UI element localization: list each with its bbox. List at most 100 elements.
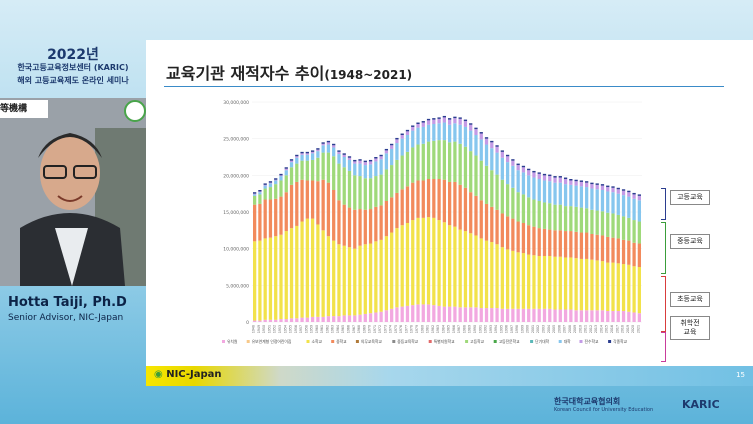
- bar-segment: [253, 204, 257, 242]
- bar-segment: [532, 170, 536, 173]
- nic-japan-logo: ◉ NIC-Japan: [154, 369, 222, 380]
- bar-segment: [553, 256, 557, 310]
- bar-segment: [532, 172, 536, 178]
- bar-segment: [600, 185, 605, 190]
- bar-segment: [458, 118, 462, 125]
- bar-segment: [295, 225, 299, 319]
- bar-segment: [432, 124, 436, 141]
- bar-segment: [637, 267, 641, 314]
- bar-segment: [516, 252, 520, 309]
- bar-segment: [268, 319, 273, 322]
- bar-segment: [347, 170, 352, 208]
- bar-segment: [542, 175, 547, 181]
- bar-segment: [505, 216, 510, 250]
- bar-segment: [363, 165, 367, 179]
- bar-segment: [363, 313, 367, 322]
- bar-segment: [342, 167, 346, 205]
- legend-swatch: [246, 340, 250, 343]
- bar-segment: [521, 223, 526, 254]
- bar-segment: [563, 257, 568, 310]
- bar-segment: [505, 249, 510, 309]
- bar-segment: [337, 244, 341, 317]
- bar-segment: [548, 203, 552, 230]
- bar-segment: [569, 309, 573, 322]
- bar-segment: [490, 170, 494, 207]
- bar-segment: [632, 266, 636, 313]
- bar-segment: [616, 189, 620, 194]
- bar-segment: [368, 164, 373, 179]
- bar-segment: [358, 176, 362, 210]
- bar-segment: [279, 196, 283, 235]
- bar-segment: [548, 174, 552, 177]
- bar-segment: [379, 156, 383, 160]
- bar-segment: [637, 200, 641, 222]
- bar-segment: [595, 260, 599, 311]
- bar-segment: [284, 231, 288, 320]
- bar-segment: [500, 179, 504, 214]
- bar-segment: [627, 311, 631, 322]
- slide-title-years: (1948~2021): [324, 68, 413, 82]
- bar-segment: [326, 236, 331, 317]
- legend-swatch: [392, 340, 396, 343]
- bar-segment: [537, 228, 541, 256]
- bar-segment: [305, 154, 309, 161]
- bar-segment: [437, 305, 441, 322]
- speaker-panel: 2022년 한국고등교육정보센터 (KARIC) 해외 고등교육제도 온라인 세…: [0, 0, 146, 424]
- bar-segment: [395, 143, 399, 160]
- bar-segment: [263, 199, 267, 239]
- bar-segment: [595, 310, 599, 322]
- y-tick-label: 10,000,000: [223, 247, 249, 253]
- bar-segment: [521, 165, 526, 168]
- x-tick-label: 2018: [621, 325, 625, 333]
- bar-segment: [458, 124, 462, 144]
- bar-segment: [284, 319, 288, 322]
- bar-segment: [379, 311, 383, 322]
- bar-segment: [606, 191, 610, 213]
- bar-segment: [363, 209, 367, 245]
- legend-entry: 고등전문학교: [499, 339, 520, 344]
- bar-segment: [521, 308, 526, 322]
- bar-segment: [479, 200, 483, 239]
- bar-segment: [484, 203, 489, 241]
- bar-segment: [305, 218, 309, 318]
- bar-segment: [416, 122, 420, 124]
- bar-segment: [553, 230, 557, 257]
- legend-swatch: [222, 340, 225, 343]
- bar-segment: [279, 319, 283, 322]
- bar-segment: [442, 306, 446, 322]
- bar-segment: [627, 264, 631, 312]
- bar-segment: [611, 311, 615, 322]
- x-tick-label: 1996: [505, 325, 509, 333]
- legend-entry: 고등학교: [470, 339, 484, 344]
- x-tick-label: 1953: [278, 325, 282, 333]
- bar-segment: [442, 179, 446, 223]
- bar-segment: [469, 130, 473, 152]
- bar-segment: [390, 148, 394, 166]
- bar-segment: [500, 308, 504, 322]
- bar-segment: [505, 184, 510, 217]
- page-number: 15: [736, 371, 745, 379]
- bar-segment: [590, 182, 594, 185]
- bar-segment: [363, 160, 367, 163]
- bar-segment: [521, 194, 526, 223]
- bar-segment: [453, 181, 457, 227]
- bar-segment: [337, 154, 341, 164]
- bar-segment: [474, 129, 478, 135]
- bar-segment: [627, 192, 631, 197]
- bar-segment: [490, 308, 494, 322]
- bar-segment: [374, 158, 378, 162]
- bar-segment: [474, 155, 478, 196]
- bar-segment: [421, 304, 425, 322]
- bar-segment: [479, 160, 483, 201]
- bar-segment: [505, 154, 510, 157]
- bar-segment: [621, 189, 626, 191]
- bar-segment: [448, 181, 452, 226]
- bracket-line: [661, 276, 666, 332]
- bar-segment: [574, 258, 578, 311]
- bar-segment: [500, 151, 504, 158]
- bar-segment: [490, 206, 494, 243]
- bar-segment: [337, 200, 341, 245]
- x-tick-label: 1987: [457, 325, 461, 333]
- bar-segment: [579, 207, 584, 233]
- bar-segment: [590, 259, 594, 311]
